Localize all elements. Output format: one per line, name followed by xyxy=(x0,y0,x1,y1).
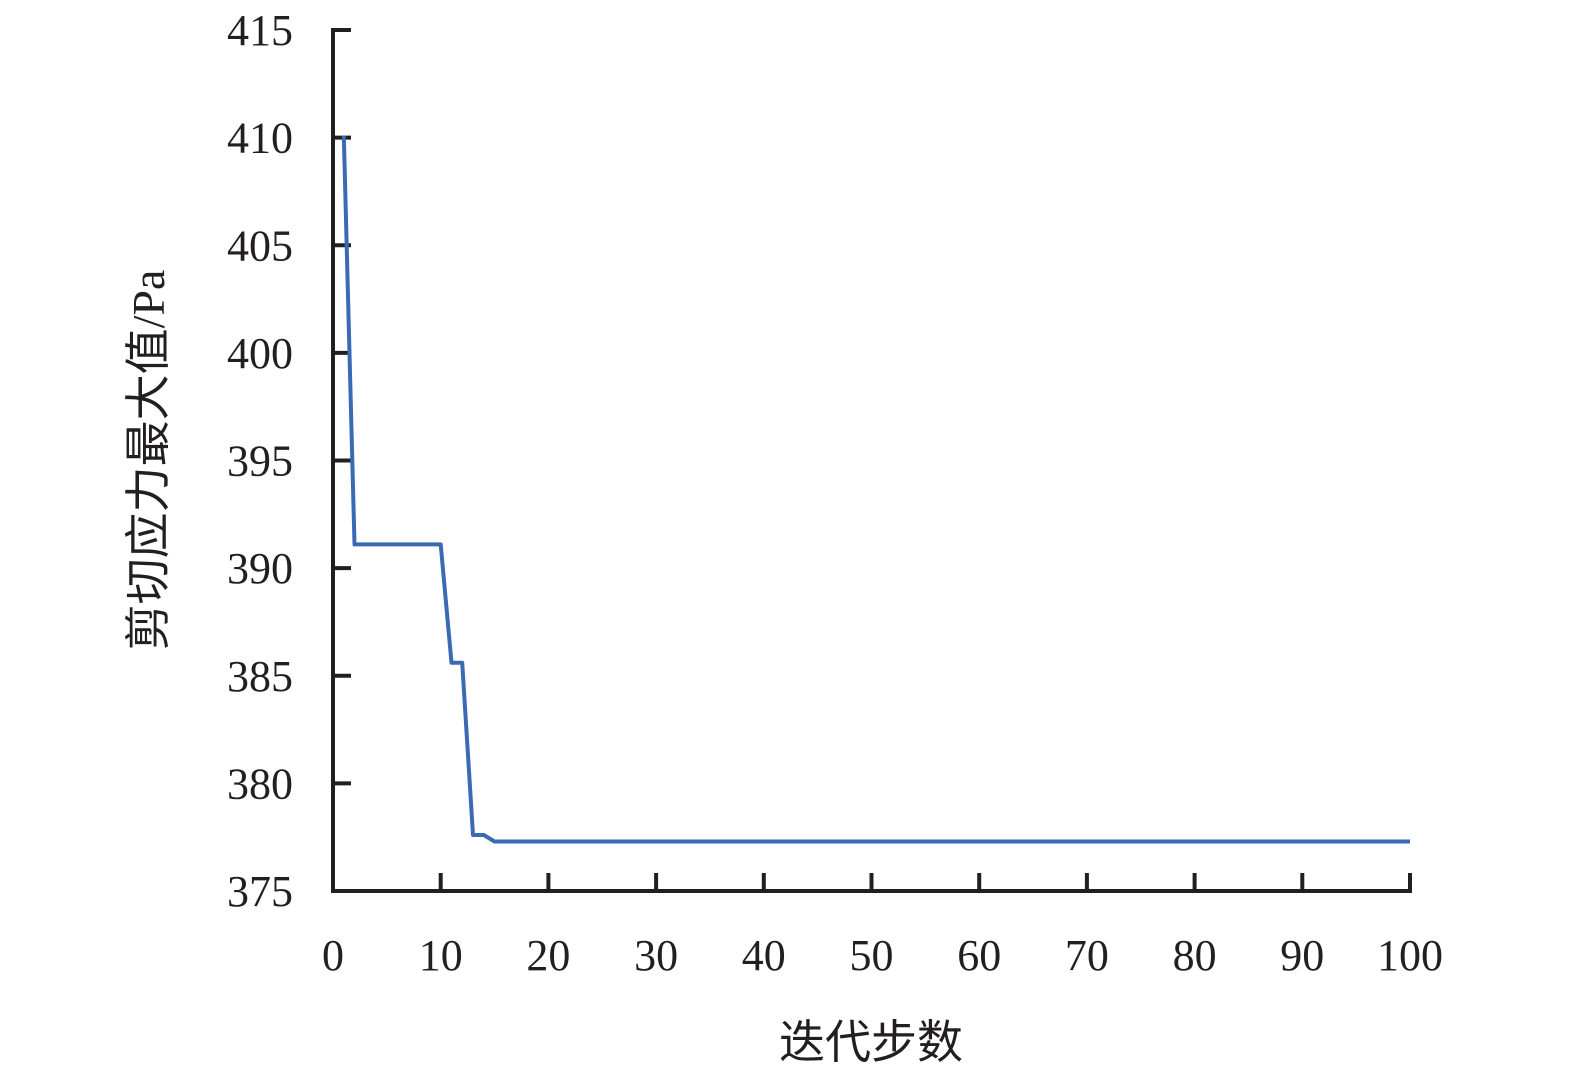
x-tick-label: 40 xyxy=(742,931,786,980)
x-tick-label: 100 xyxy=(1377,931,1443,980)
x-tick-label: 50 xyxy=(850,931,894,980)
x-tick-label: 30 xyxy=(634,931,678,980)
x-tick-label: 90 xyxy=(1280,931,1324,980)
series-line xyxy=(341,135,1410,844)
series-layer xyxy=(341,135,1410,844)
y-tick-label: 405 xyxy=(227,221,293,270)
x-axis-title: 迭代步数 xyxy=(779,1017,963,1068)
y-axis-title: 剪切应力最大值/Pa xyxy=(123,270,174,651)
ticks: 375 380 385 390 395 400 405 410 415 0 10 20 30 40 50 60… xyxy=(227,6,1443,980)
y-tick-label: 385 xyxy=(227,652,293,701)
x-tick-label: 60 xyxy=(957,931,1001,980)
y-tick-label: 380 xyxy=(227,759,293,808)
y-tick-label: 375 xyxy=(227,867,293,916)
x-tick-label: 80 xyxy=(1173,931,1217,980)
y-tick-label: 395 xyxy=(227,437,293,486)
y-tick-label: 400 xyxy=(227,329,293,378)
y-tick-label: 410 xyxy=(227,114,293,163)
axes xyxy=(331,28,1412,893)
x-tick-label: 10 xyxy=(419,931,463,980)
y-tick-label: 415 xyxy=(227,6,293,55)
x-tick-label: 20 xyxy=(526,931,570,980)
y-tick-label: 390 xyxy=(227,544,293,593)
x-tick-label: 70 xyxy=(1065,931,1109,980)
x-tick-label: 0 xyxy=(322,931,344,980)
